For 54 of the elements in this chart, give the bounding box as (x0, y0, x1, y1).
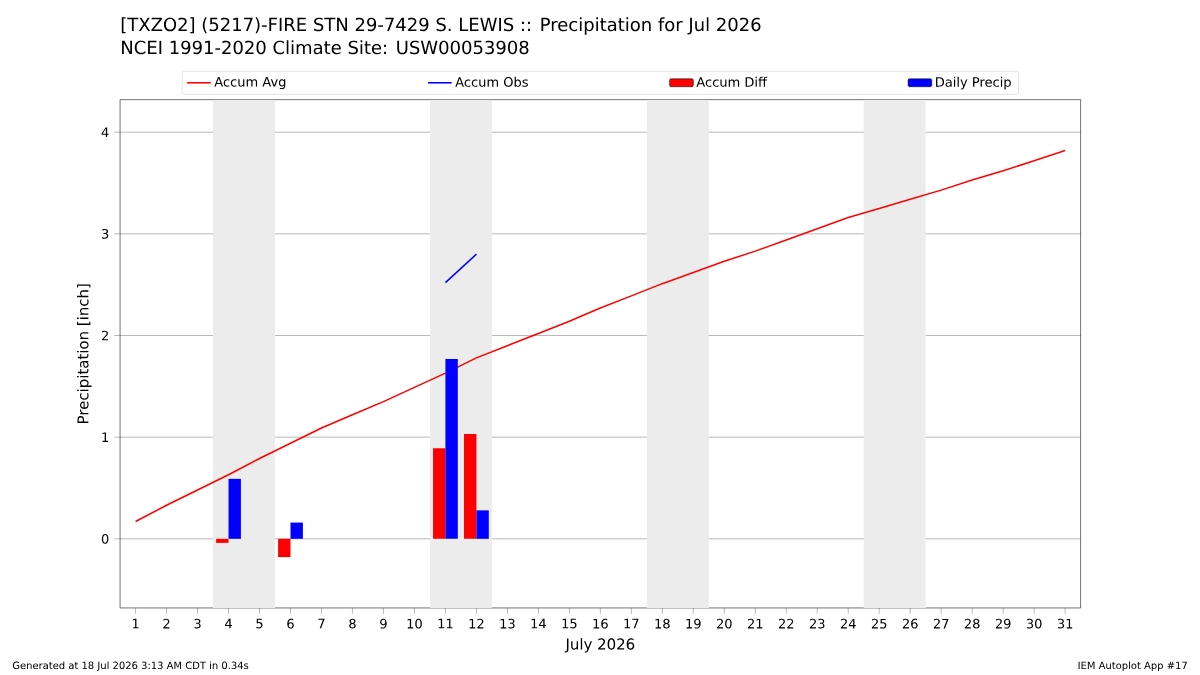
x-tick-label: 24 (840, 618, 856, 629)
text: IEM Autoplot App #17 (1078, 661, 1187, 672)
bar (290, 522, 303, 539)
x-tick-label: 5 (256, 618, 263, 629)
x-tick-label: 29 (995, 618, 1011, 629)
x-tick-label: 2 (163, 618, 170, 629)
x-tick-label: 4 (225, 618, 232, 629)
x-tick-label: 16 (593, 618, 608, 629)
x-tick-label: 3 (194, 618, 201, 629)
legend-label: Accum Avg (214, 77, 286, 90)
y-axis-title: Precipitation [inch] (77, 284, 92, 423)
bar (445, 358, 458, 539)
x-tick-label: 19 (686, 618, 701, 629)
chart-subtitle: NCEI 1991-2020 Climate Site: USW00053908 (122, 40, 529, 55)
x-tick-label: 13 (500, 618, 515, 629)
bar (228, 478, 241, 539)
y-tick-label: 2 (101, 330, 108, 341)
text: Generated at 18 Jul 2026 3:13 AM CDT in 0.34s (12, 661, 249, 671)
x-tick-label: 21 (747, 618, 763, 629)
legend-label: Daily Precip (936, 76, 1011, 90)
bar (464, 434, 477, 539)
y-tick-label: 0 (101, 533, 109, 544)
x-tick-label: 17 (624, 618, 639, 629)
x-tick-label: 26 (902, 618, 918, 629)
x-tick-label: 9 (380, 618, 387, 629)
legend-label: Accum Obs (455, 76, 528, 87)
x-tick-label: 12 (469, 618, 484, 629)
x-tick-label: 15 (562, 618, 577, 629)
legend-label: Accum Diff (696, 76, 768, 87)
x-tick-label: 18 (655, 618, 670, 629)
x-tick-label: 8 (349, 618, 356, 629)
bar (216, 538, 229, 543)
x-tick-label: 31 (1057, 618, 1073, 629)
bar (476, 510, 489, 539)
bar (278, 538, 291, 558)
x-tick-label: 23 (809, 618, 825, 629)
y-tick-label: 1 (102, 432, 109, 442)
x-axis-title: July 2026 (564, 638, 635, 653)
chart-title: [TXZO2] (5217)-FIRE STN 29-7429 S. LEWIS :: Precipitation for Jul 2026 (121, 17, 761, 35)
x-tick-label: 11 (438, 618, 453, 629)
x-tick-label: 7 (318, 618, 325, 629)
x-tick-label: 14 (531, 618, 546, 629)
x-tick-label: 6 (287, 618, 294, 629)
x-tick-label: 1 (132, 618, 139, 629)
x-tick-label: 30 (1026, 618, 1042, 629)
y-tick-label: 3 (101, 228, 109, 239)
y-tick-label: 4 (101, 127, 109, 137)
x-tick-label: 25 (871, 618, 887, 629)
x-tick-label: 20 (716, 618, 732, 629)
x-tick-label: 27 (933, 618, 949, 629)
bar (433, 448, 446, 539)
x-tick-label: 28 (964, 618, 980, 629)
x-tick-label: 22 (778, 618, 794, 629)
x-tick-label: 10 (407, 618, 422, 629)
